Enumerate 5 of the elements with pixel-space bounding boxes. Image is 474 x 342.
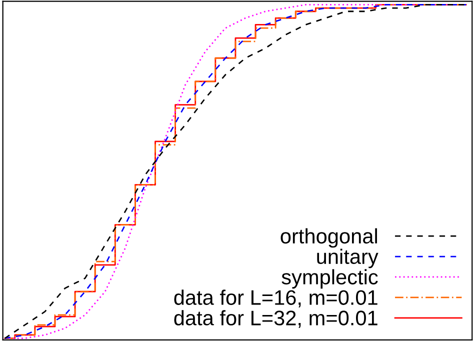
legend-label: unitary — [317, 248, 378, 268]
legend-label: data for L=16, m=0.01 — [174, 290, 378, 308]
legend-label: symplectic — [282, 269, 378, 289]
legend-label: orthogonal — [280, 228, 377, 248]
legend-label: data for L=32, m=0.01 — [174, 310, 378, 328]
